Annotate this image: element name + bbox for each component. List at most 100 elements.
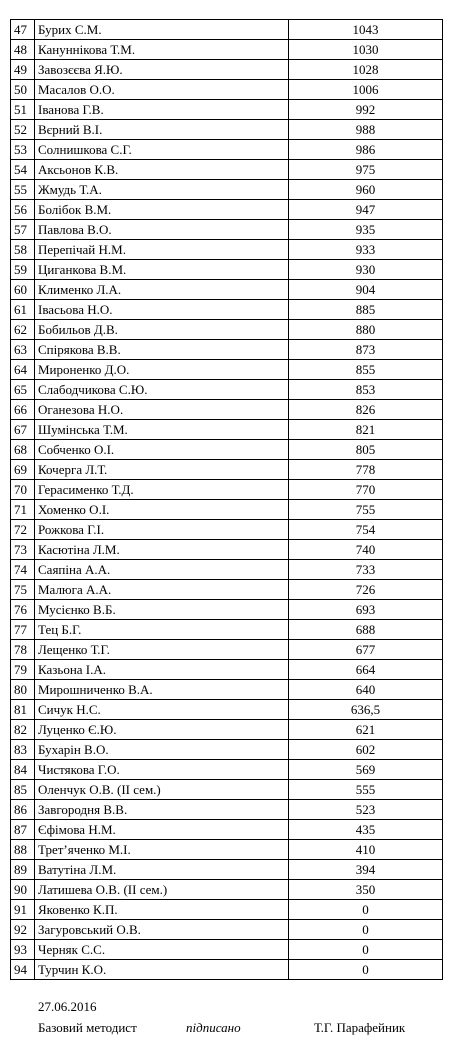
row-number: 56 [10,199,35,220]
row-score: 523 [288,799,443,820]
table-row: 73 Касютіна Л.М. 740 [10,539,443,560]
row-score: 935 [288,219,443,240]
row-score: 826 [288,399,443,420]
row-number: 93 [10,939,35,960]
table-row: 83 Бухарін В.О. 602 [10,739,443,760]
row-score: 435 [288,819,443,840]
row-score: 947 [288,199,443,220]
row-number: 61 [10,299,35,320]
table-row: 77 Тец Б.Г. 688 [10,619,443,640]
row-name: Циганкова В.М. [34,259,289,280]
row-name: Хоменко О.І. [34,499,289,520]
table-row: 71 Хоменко О.І. 755 [10,499,443,520]
table-row: 63 Спірякова В.В. 873 [10,339,443,360]
row-number: 57 [10,219,35,240]
row-number: 90 [10,879,35,900]
row-score: 988 [288,119,443,140]
row-name: Бурих С.М. [34,19,289,40]
row-score: 986 [288,139,443,160]
row-score: 975 [288,159,443,180]
row-score: 933 [288,239,443,260]
row-number: 60 [10,279,35,300]
row-score: 350 [288,879,443,900]
table-row: 79 Казьона І.А. 664 [10,659,443,680]
row-name: Солнишкова С.Г. [34,139,289,160]
table-row: 91 Яковенко К.П. 0 [10,899,443,920]
row-name: Турчин К.О. [34,959,289,980]
row-name: Собченко О.І. [34,439,289,460]
row-number: 47 [10,19,35,40]
row-number: 70 [10,479,35,500]
signature-status: підписано [186,1020,241,1035]
row-score: 904 [288,279,443,300]
row-score: 677 [288,639,443,660]
row-name: Латишева О.В. (ІІ сем.) [34,879,289,900]
table-row: 89 Ватутіна Л.М. 394 [10,859,443,880]
row-name: Ватутіна Л.М. [34,859,289,880]
table-row: 94 Турчин К.О. 0 [10,959,443,980]
row-number: 72 [10,519,35,540]
row-name: Загуровський О.В. [34,919,289,940]
table-row: 84 Чистякова Г.О. 569 [10,759,443,780]
table-row: 58 Перепічай Н.М. 933 [10,239,443,260]
table-row: 93 Черняк С.С. 0 [10,939,443,960]
row-score: 394 [288,859,443,880]
row-number: 58 [10,239,35,260]
row-name: Мироненко Д.О. [34,359,289,380]
row-score: 880 [288,319,443,340]
row-number: 50 [10,79,35,100]
row-number: 53 [10,139,35,160]
row-number: 91 [10,899,35,920]
row-number: 63 [10,339,35,360]
row-name: Завгородня В.В. [34,799,289,820]
table-row: 55 Жмудь Т.А. 960 [10,179,443,200]
row-name: Герасименко Т.Д. [34,479,289,500]
table-row: 65 Слабодчикова С.Ю. 853 [10,379,443,400]
table-row: 86 Завгородня В.В. 523 [10,799,443,820]
row-score: 754 [288,519,443,540]
row-score: 770 [288,479,443,500]
row-number: 83 [10,739,35,760]
row-name: Клименко Л.А. [34,279,289,300]
row-name: Івасьова Н.О. [34,299,289,320]
row-score: 410 [288,839,443,860]
row-score: 992 [288,99,443,120]
row-number: 54 [10,159,35,180]
table-row: 76 Мусієнко В.Б. 693 [10,599,443,620]
row-number: 88 [10,839,35,860]
row-name: Масалов О.О. [34,79,289,100]
row-number: 79 [10,659,35,680]
row-number: 86 [10,799,35,820]
row-name: Завозєєва Я.Ю. [34,59,289,80]
table-row: 81 Сичук Н.С. 636,5 [10,699,443,720]
row-number: 64 [10,359,35,380]
row-number: 84 [10,759,35,780]
table-row: 74 Саяпіна А.А. 733 [10,559,443,580]
row-number: 76 [10,599,35,620]
row-score: 693 [288,599,443,620]
row-number: 55 [10,179,35,200]
row-name: Оленчук О.В. (ІІ сем.) [34,779,289,800]
row-number: 71 [10,499,35,520]
table-row: 69 Кочерга Л.Т. 778 [10,459,443,480]
row-number: 94 [10,959,35,980]
row-name: Черняк С.С. [34,939,289,960]
ranking-table-body: 47 Бурих С.М. 1043 48 Кануннікова Т.М. 1030 49… [10,19,443,980]
row-score: 569 [288,759,443,780]
row-score: 602 [288,739,443,760]
table-row: 48 Кануннікова Т.М. 1030 [10,39,443,60]
row-name: Мирошниченко В.А. [34,679,289,700]
row-score: 1030 [288,39,443,60]
row-name: Спірякова В.В. [34,339,289,360]
row-score: 778 [288,459,443,480]
row-name: Лещенко Т.Г. [34,639,289,660]
table-row: 49 Завозєєва Я.Ю. 1028 [10,59,443,80]
row-number: 49 [10,59,35,80]
table-row: 90 Латишева О.В. (ІІ сем.) 350 [10,879,443,900]
row-score: 0 [288,939,443,960]
row-number: 48 [10,39,35,60]
table-row: 54 Аксьонов К.В. 975 [10,159,443,180]
row-score: 755 [288,499,443,520]
table-row: 75 Малюга А.А. 726 [10,579,443,600]
row-number: 75 [10,579,35,600]
